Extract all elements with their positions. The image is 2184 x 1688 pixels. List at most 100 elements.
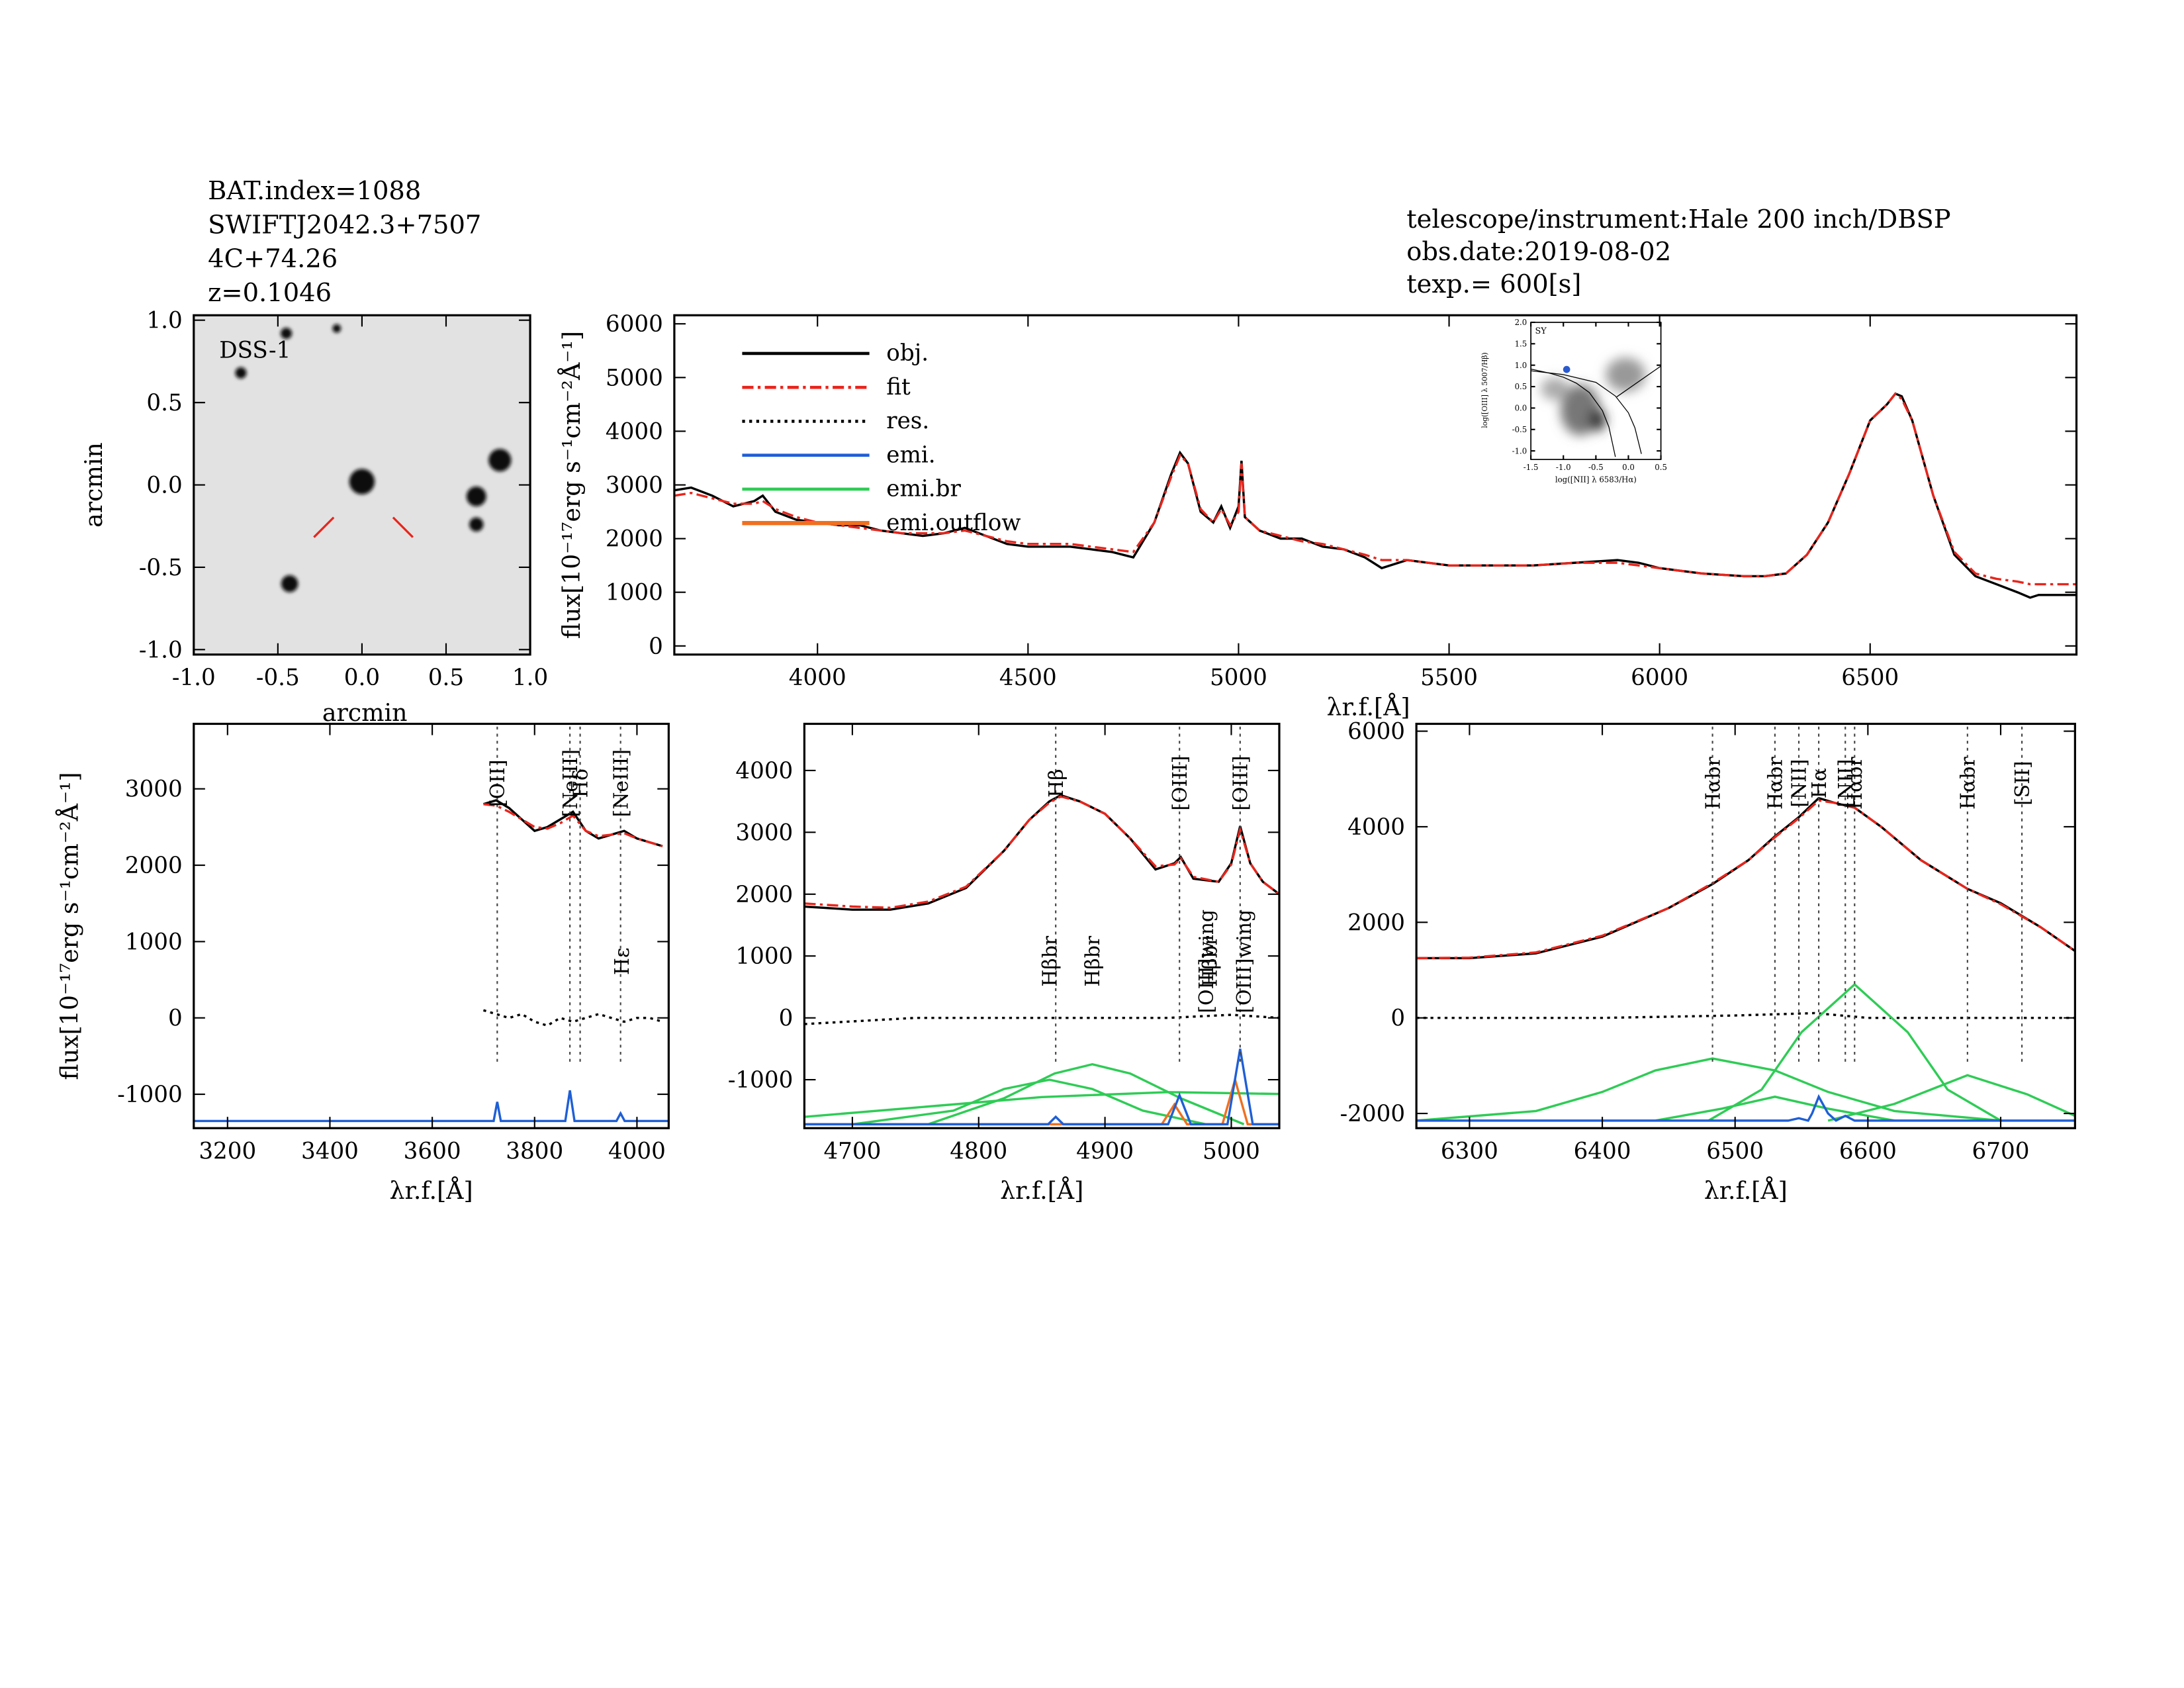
line-label: Hαbr bbox=[1702, 757, 1725, 810]
x-tick-label: 6500 bbox=[1841, 665, 1899, 691]
spectrum-line bbox=[193, 1090, 669, 1123]
point bbox=[349, 469, 375, 494]
y-axis-label: log([OIII] λ 5007/Hβ) bbox=[1480, 352, 1489, 428]
line-label: Hε bbox=[611, 947, 634, 975]
target-marker bbox=[392, 516, 414, 538]
y-axis-label: flux[10⁻¹⁷erg s⁻¹cm⁻²Å⁻¹] bbox=[56, 772, 84, 1080]
y-tick-label: 1000 bbox=[735, 943, 793, 970]
target-marker bbox=[313, 516, 335, 538]
spectrum-line bbox=[804, 1091, 1279, 1118]
panel-label: DSS-1 bbox=[219, 337, 291, 363]
line-label: Hαbr bbox=[1844, 757, 1867, 810]
y-tick-label: 1000 bbox=[606, 580, 663, 606]
y-tick-label: 2000 bbox=[735, 882, 793, 908]
line-label: [OIII]wing bbox=[1233, 910, 1256, 1013]
y-tick-label: 0 bbox=[168, 1006, 183, 1032]
y-tick-label: 6000 bbox=[1347, 719, 1405, 745]
line-label: Hβ bbox=[1045, 769, 1068, 798]
x-tick-label: -0.5 bbox=[256, 665, 300, 691]
x-tick-label: -1.0 bbox=[1556, 463, 1571, 472]
spectrum-line bbox=[852, 1078, 1206, 1126]
line-label: [OII] bbox=[486, 759, 510, 806]
legend-label: obj. bbox=[886, 340, 929, 367]
legend-label: emi.br bbox=[886, 476, 961, 502]
point bbox=[235, 367, 247, 379]
line-label: [OIII] bbox=[1229, 756, 1252, 811]
line-label: Hβbr bbox=[1081, 935, 1105, 986]
spectrum-line bbox=[1531, 370, 1642, 454]
line-label: [NII] bbox=[1788, 759, 1811, 808]
spectrum-line bbox=[1707, 982, 2001, 1122]
y-tick-label: -1.0 bbox=[1512, 446, 1527, 455]
plot-area bbox=[235, 324, 512, 592]
line-label: [NeIII] bbox=[610, 749, 633, 818]
x-axis-label: λr.f.[Å] bbox=[1326, 693, 1410, 722]
y-tick-label: 4000 bbox=[735, 758, 793, 784]
axes-frame bbox=[803, 722, 1281, 1129]
x-tick-label: 0.5 bbox=[428, 665, 464, 691]
line-label: Hαbr bbox=[1957, 757, 1980, 810]
x-tick-label: 6600 bbox=[1839, 1138, 1897, 1164]
y-tick-label: -1000 bbox=[728, 1067, 793, 1094]
y-tick-label: 0 bbox=[779, 1006, 794, 1032]
x-tick-label: 4000 bbox=[608, 1138, 666, 1164]
spectrum-line bbox=[804, 1013, 1279, 1025]
y-tick-label: 0.5 bbox=[146, 390, 182, 416]
spectrum-line bbox=[1827, 1074, 2075, 1122]
line-label: Hαbr bbox=[1764, 757, 1788, 810]
spectrum-line bbox=[483, 803, 663, 847]
x-axis-label: λr.f.[Å] bbox=[390, 1176, 473, 1205]
y-tick-label: 1.0 bbox=[146, 308, 182, 334]
spectrum-line bbox=[1416, 1094, 2075, 1122]
line-label: [OIII] bbox=[1169, 756, 1192, 811]
header-line: 4C+74.26 bbox=[208, 244, 338, 274]
y-tick-label: 5000 bbox=[606, 365, 663, 391]
x-tick-label: 3800 bbox=[506, 1138, 563, 1164]
point bbox=[281, 328, 293, 340]
density-map bbox=[1541, 357, 1646, 436]
point bbox=[469, 517, 484, 532]
y-tick-label: -2000 bbox=[1340, 1101, 1405, 1127]
x-tick-label: 5000 bbox=[1210, 665, 1267, 691]
axes-frame bbox=[1415, 722, 2076, 1129]
spectrum-line bbox=[1416, 1057, 2001, 1122]
x-axis-label: λr.f.[Å] bbox=[1000, 1176, 1083, 1205]
spectrum-line bbox=[1531, 368, 1616, 457]
x-tick-label: 3600 bbox=[404, 1138, 461, 1164]
y-tick-label: 3000 bbox=[606, 472, 663, 498]
x-tick-label: 6300 bbox=[1441, 1138, 1498, 1164]
y-tick-label: 0.5 bbox=[1515, 382, 1527, 391]
y-tick-label: 0.0 bbox=[146, 472, 182, 498]
y-tick-label: 2.0 bbox=[1515, 318, 1527, 327]
y-tick-label: 2000 bbox=[606, 526, 663, 553]
x-tick-label: 4800 bbox=[950, 1138, 1007, 1164]
spectrum-line bbox=[1655, 1096, 1895, 1122]
spectrum-line bbox=[674, 392, 2077, 586]
axes-frame bbox=[193, 722, 670, 1129]
y-tick-label: 0.0 bbox=[1515, 404, 1527, 413]
x-tick-label: -1.5 bbox=[1524, 463, 1539, 472]
x-axis-label: log([NII] λ 6583/Hα) bbox=[1555, 475, 1637, 484]
x-tick-label: 4900 bbox=[1076, 1138, 1134, 1164]
spectrum-line bbox=[804, 1049, 1279, 1126]
x-tick-label: 0.0 bbox=[344, 665, 380, 691]
plot-area bbox=[804, 794, 1279, 1126]
y-tick-label: 0 bbox=[1390, 1006, 1405, 1032]
x-tick-label: 0.5 bbox=[1655, 463, 1667, 472]
header-line: texp.= 600[s] bbox=[1406, 269, 1581, 299]
x-tick-label: 6400 bbox=[1574, 1138, 1631, 1164]
line-label: [NeIII] bbox=[559, 749, 582, 818]
legend-label: res. bbox=[886, 408, 929, 434]
line-label: Hβbr bbox=[1038, 935, 1062, 986]
spectrum-line bbox=[1416, 1011, 2075, 1019]
x-tick-label: 5000 bbox=[1203, 1138, 1260, 1164]
x-axis-label: arcmin bbox=[322, 698, 408, 727]
y-tick-label: 1.0 bbox=[1515, 361, 1527, 370]
y-tick-label: 2000 bbox=[1347, 910, 1405, 936]
plot-area bbox=[1416, 796, 2075, 1122]
y-tick-label: 1000 bbox=[125, 929, 183, 955]
header-line: z=0.1046 bbox=[208, 278, 332, 308]
y-tick-label: 2000 bbox=[125, 853, 183, 879]
legend-label: emi. bbox=[886, 442, 935, 468]
